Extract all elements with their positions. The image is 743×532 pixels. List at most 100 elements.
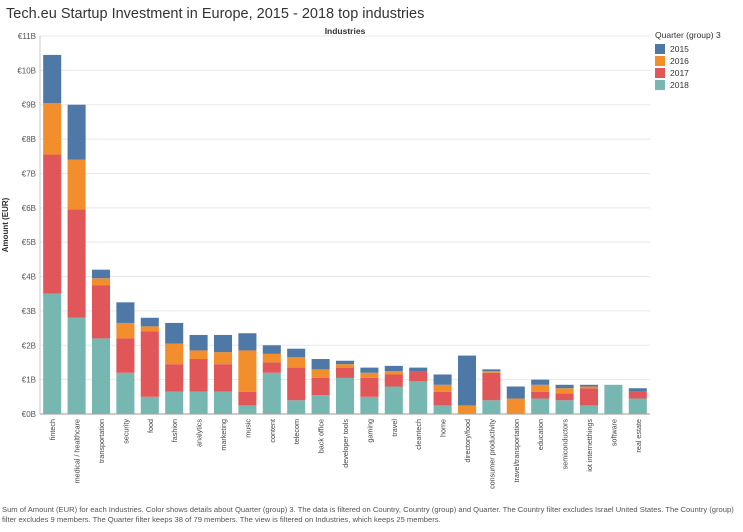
y-tick-label: €9B [22, 101, 36, 110]
bar-segment-2015[interactable] [335, 360, 355, 365]
bar-segment-2018[interactable] [238, 405, 257, 414]
bar-segment-2017[interactable] [482, 372, 501, 401]
bar-segment-2017[interactable] [287, 367, 306, 401]
bar-segment-2016[interactable] [457, 405, 477, 414]
y-tick-label: €5B [22, 238, 36, 247]
bar-segment-2018[interactable] [91, 338, 111, 414]
bar-segment-2016[interactable] [384, 371, 403, 375]
bar-segment-2016[interactable] [311, 369, 330, 378]
bar-segment-2016[interactable] [433, 384, 452, 392]
bar-segment-2015[interactable] [165, 322, 184, 344]
bar-segment-2016[interactable] [116, 322, 135, 339]
bar-segment-2017[interactable] [335, 367, 355, 378]
bar-segment-2018[interactable] [165, 391, 184, 414]
bar-segment-2016[interactable] [213, 352, 233, 365]
bar-segment-2016[interactable] [287, 357, 306, 368]
bar-segment-2015[interactable] [628, 388, 647, 392]
bar-segment-2015[interactable] [311, 359, 330, 370]
bar-segment-2015[interactable] [360, 367, 379, 373]
bar-segment-2016[interactable] [360, 372, 379, 378]
bar-segment-2017[interactable] [360, 377, 379, 397]
legend-item[interactable]: 2017 [655, 67, 743, 79]
bar-segment-2015[interactable] [531, 379, 550, 385]
bar-segment-2017[interactable] [555, 393, 574, 401]
legend-item[interactable]: 2015 [655, 43, 743, 55]
bar-segment-2016[interactable] [531, 384, 550, 392]
bar-segment-2015[interactable] [579, 384, 599, 387]
bar-segment-2017[interactable] [43, 154, 62, 294]
bar-segment-2018[interactable] [287, 400, 306, 414]
bar-segment-2015[interactable] [506, 386, 525, 399]
bar-segment-2015[interactable] [189, 334, 208, 351]
bar-segment-2015[interactable] [262, 345, 281, 354]
bar-segment-2017[interactable] [384, 374, 403, 387]
bar-segment-2018[interactable] [67, 317, 86, 414]
bar-segment-2018[interactable] [116, 372, 135, 414]
bar-segment-2016[interactable] [189, 350, 208, 360]
legend-item[interactable]: 2018 [655, 79, 743, 91]
bar-segment-2018[interactable] [628, 398, 647, 414]
bar-segment-2017[interactable] [91, 285, 111, 339]
bar-segment-2017[interactable] [213, 364, 233, 392]
bar-segment-2018[interactable] [43, 293, 62, 414]
bar-segment-2016[interactable] [482, 371, 501, 373]
bar-segment-2016[interactable] [262, 353, 281, 363]
bar-segment-2015[interactable] [482, 369, 501, 372]
bar-segment-2018[interactable] [579, 405, 599, 414]
bar-segment-2017[interactable] [433, 391, 452, 406]
bar-segment-2018[interactable] [531, 398, 550, 414]
bar-segment-2015[interactable] [213, 334, 233, 353]
bar-segment-2018[interactable] [482, 400, 501, 414]
bar-segment-2015[interactable] [409, 367, 428, 372]
bar-segment-2015[interactable] [140, 317, 159, 327]
bar-segment-2015[interactable] [384, 365, 403, 372]
bar-segment-2016[interactable] [579, 386, 599, 389]
bar-segment-2016[interactable] [555, 388, 574, 394]
bar-segment-2017[interactable] [262, 362, 281, 373]
bar-segment-2016[interactable] [140, 326, 159, 332]
bar-segment-2016[interactable] [67, 159, 86, 210]
bar-segment-2018[interactable] [360, 396, 379, 414]
bar-segment-2017[interactable] [189, 359, 208, 392]
bar-segment-2017[interactable] [238, 391, 257, 406]
bar-segment-2018[interactable] [213, 391, 233, 414]
bar-segment-2015[interactable] [67, 104, 86, 160]
bar-segment-2017[interactable] [579, 388, 599, 406]
legend-swatch [655, 68, 665, 78]
bar-segment-2017[interactable] [140, 331, 159, 397]
bar-segment-2017[interactable] [67, 209, 86, 318]
bar-segment-2016[interactable] [335, 364, 355, 368]
bar-segment-2015[interactable] [116, 302, 135, 323]
bar-segment-2017[interactable] [116, 338, 135, 373]
bar-segment-2016[interactable] [165, 343, 184, 365]
bar-segment-2015[interactable] [555, 384, 574, 389]
bar-segment-2017[interactable] [311, 377, 330, 396]
bar-segment-2018[interactable] [384, 386, 403, 414]
bar-segment-2018[interactable] [311, 395, 330, 414]
bar-segment-2015[interactable] [287, 348, 306, 358]
bar-segment-2017[interactable] [409, 371, 428, 382]
bar-segment-2018[interactable] [140, 396, 159, 414]
bar-segment-2018[interactable] [189, 391, 208, 414]
bar-segment-2018[interactable] [604, 384, 623, 414]
bar-segment-2016[interactable] [506, 398, 525, 414]
bar-segment-2018[interactable] [555, 400, 574, 414]
bar-segment-2015[interactable] [433, 374, 452, 385]
bar-segment-2015[interactable] [238, 333, 257, 351]
bar-segment-2015[interactable] [457, 355, 477, 406]
bar-segment-2017[interactable] [628, 391, 647, 399]
x-tick-label: food [146, 419, 155, 433]
bar-segment-2018[interactable] [433, 405, 452, 414]
legend-item[interactable]: 2016 [655, 55, 743, 67]
bar-segment-2016[interactable] [91, 278, 111, 286]
bar-segment-2018[interactable] [409, 381, 428, 414]
bar-segment-2018[interactable] [335, 377, 355, 414]
bar-segment-2015[interactable] [91, 269, 111, 279]
legend-swatch [655, 80, 665, 90]
bar-segment-2018[interactable] [262, 372, 281, 414]
bar-segment-2016[interactable] [43, 103, 62, 155]
bar-segment-2016[interactable] [238, 350, 257, 392]
bar-segment-2015[interactable] [43, 54, 62, 104]
bar-segment-2017[interactable] [165, 364, 184, 392]
bar-segment-2017[interactable] [531, 391, 550, 399]
